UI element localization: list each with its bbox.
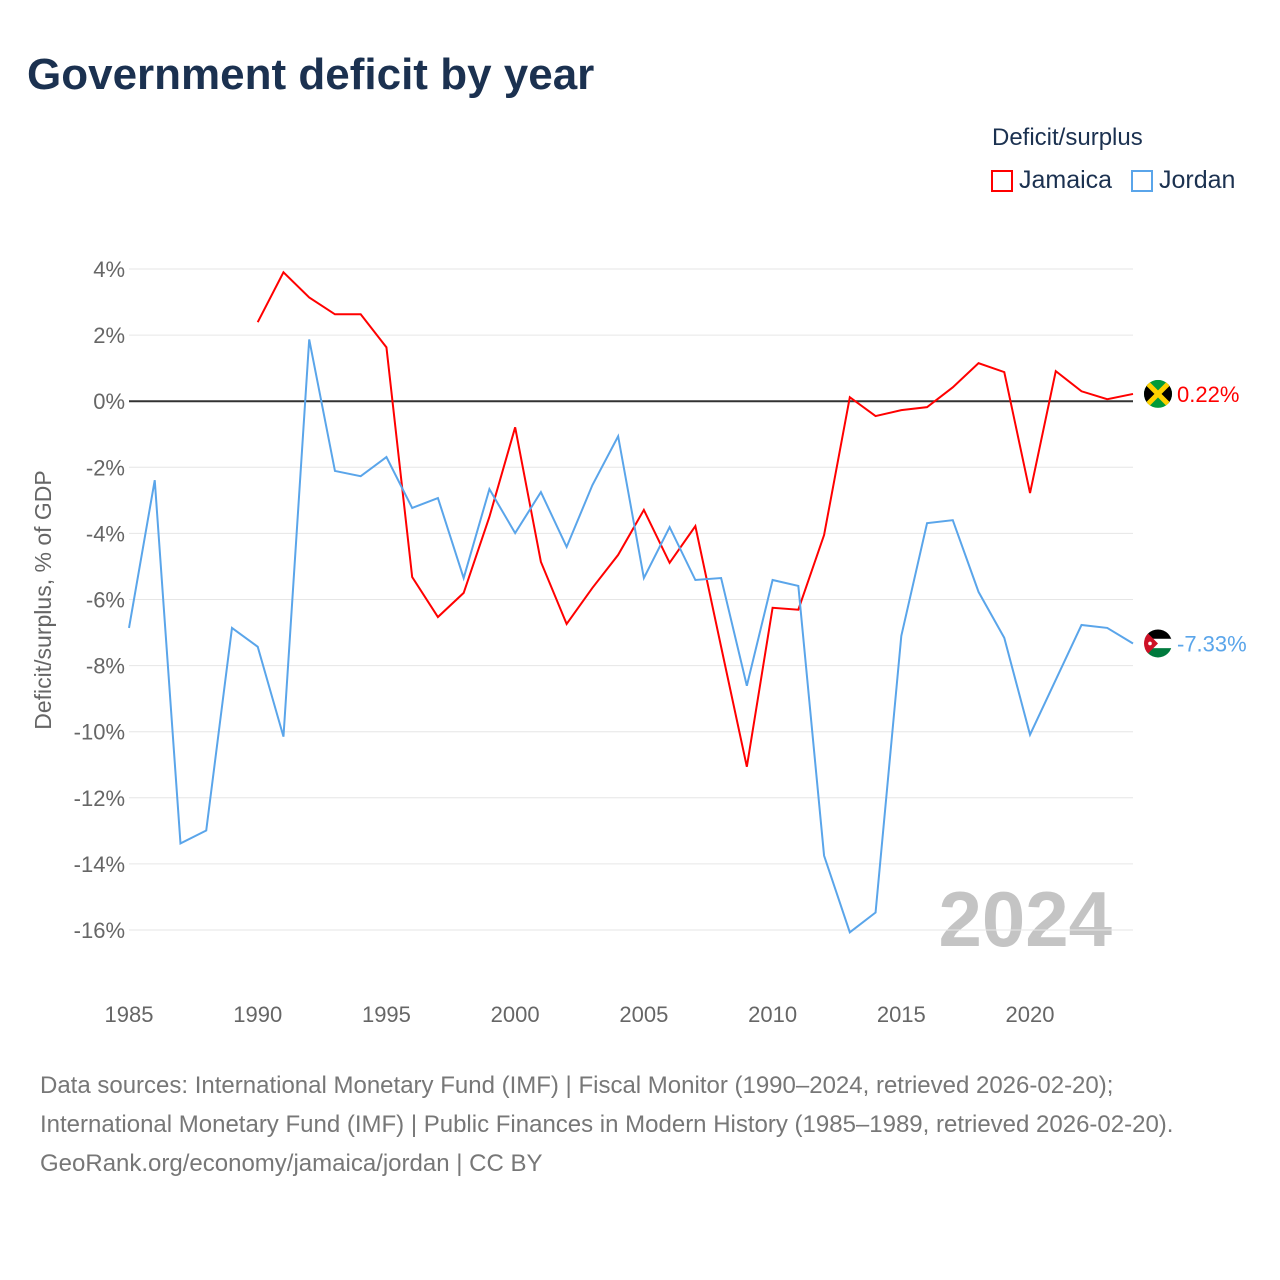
x-tick-label: 2000 <box>491 1002 540 1027</box>
line-chart: 2024 4% 2% 0% -2% -4% -6% -8% -10% -12% -14% -16% 19… <box>30 257 1247 1027</box>
legend-label: Jamaica <box>1019 166 1113 194</box>
y-tick-label: -14% <box>74 852 125 877</box>
series-line-jamaica <box>256 270 1134 767</box>
year-watermark: 2024 <box>938 875 1112 963</box>
y-tick-label: 2% <box>93 323 125 348</box>
y-tick-label: -6% <box>86 588 125 613</box>
x-tick-label: 2010 <box>748 1002 797 1027</box>
y-tick-label: -16% <box>74 918 125 943</box>
legend-swatch-jordan <box>1131 169 1153 192</box>
legend-label: Jordan <box>1159 166 1236 194</box>
legend-swatch-jamaica <box>991 169 1013 192</box>
jamaica-flag-icon <box>1144 379 1172 408</box>
footer: Data sources: International Monetary Fun… <box>40 1066 1240 1183</box>
jordan-flag-icon <box>1144 629 1172 658</box>
x-tick-label: 1985 <box>105 1002 154 1027</box>
series-line-jordan <box>128 339 1134 934</box>
legend-item-jamaica[interactable]: Jamaica <box>991 166 1112 195</box>
y-tick-label: 0% <box>93 389 125 414</box>
legend-title: Deficit/surplus <box>992 124 1143 151</box>
y-tick-label: -4% <box>86 521 125 546</box>
x-tick-label: 2020 <box>1006 1002 1055 1027</box>
x-tick-label: 2015 <box>877 1002 926 1027</box>
y-tick-label: -2% <box>86 455 125 480</box>
y-tick-label: -12% <box>74 786 125 811</box>
chart-title: Government deficit by year <box>27 50 595 99</box>
y-tick-label: -8% <box>86 654 125 679</box>
y-tick-label: -10% <box>74 720 125 745</box>
end-value-label: -7.33% <box>1177 631 1247 656</box>
y-axis-label: Deficit/surplus, % of GDP <box>30 470 56 729</box>
credit-link[interactable]: GeoRank.org/economy/jamaica/jordan | CC … <box>40 1150 543 1177</box>
x-tick-label: 1990 <box>233 1002 282 1027</box>
x-tick-label: 1995 <box>362 1002 411 1027</box>
legend-item-jordan[interactable]: Jordan <box>1131 166 1235 195</box>
data-sources: Data sources: International Monetary Fun… <box>40 1072 1174 1138</box>
end-value-label: 0.22% <box>1177 382 1239 407</box>
y-tick-label: 4% <box>93 257 125 282</box>
x-tick-label: 2005 <box>619 1002 668 1027</box>
